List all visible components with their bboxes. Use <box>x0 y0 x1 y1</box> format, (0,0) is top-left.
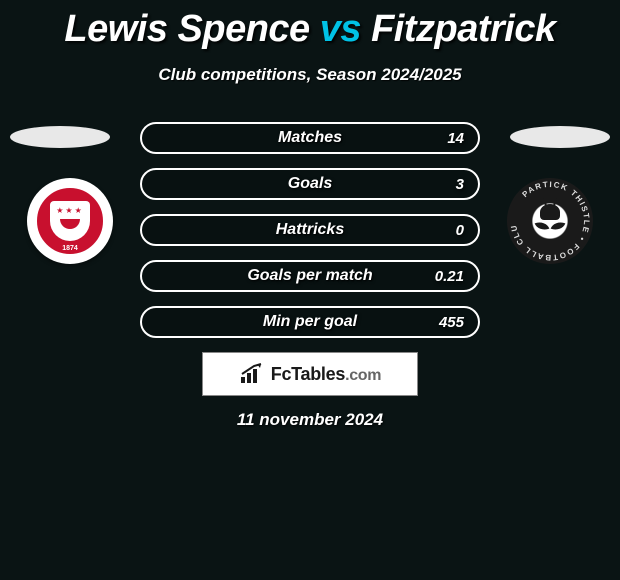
brand-chart-icon <box>239 363 265 385</box>
player2-name: Fitzpatrick <box>371 8 556 50</box>
thistle-icon <box>536 204 564 236</box>
snapshot-date: 11 november 2024 <box>0 410 620 430</box>
player1-name: Lewis Spence <box>64 8 309 50</box>
stat-right-value: 14 <box>447 130 464 147</box>
stat-label: Hattricks <box>276 221 344 239</box>
stat-row-min-per-goal: Min per goal 455 <box>140 306 480 338</box>
stat-row-goals: Goals 3 <box>140 168 480 200</box>
stat-label: Goals <box>288 175 332 193</box>
player2-photo-placeholder <box>510 126 610 148</box>
stat-label: Matches <box>278 129 342 147</box>
stat-label: Goals per match <box>247 267 372 285</box>
brand-name: FcTables.com <box>271 364 381 385</box>
stat-label: Min per goal <box>263 313 357 331</box>
brand-watermark: FcTables.com <box>202 352 418 396</box>
player2-club-crest: PARTICK THISTLE • FOOTBALL CLUB • <box>507 178 593 264</box>
stats-list: Matches 14 Goals 3 Hattricks 0 Goals per… <box>140 122 480 352</box>
stat-row-goals-per-match: Goals per match 0.21 <box>140 260 480 292</box>
stat-right-value: 455 <box>439 314 464 331</box>
player1-photo-placeholder <box>10 126 110 148</box>
stat-row-matches: Matches 14 <box>140 122 480 154</box>
comparison-title: Lewis Spence vs Fitzpatrick <box>0 0 620 51</box>
stat-row-hattricks: Hattricks 0 <box>140 214 480 246</box>
player1-club-crest: ★★★ 1874 <box>27 178 113 264</box>
vs-separator: vs <box>320 8 361 50</box>
crest-year: 1874 <box>41 245 99 252</box>
stat-right-value: 0 <box>456 222 464 239</box>
subtitle: Club competitions, Season 2024/2025 <box>0 65 620 85</box>
stat-right-value: 3 <box>456 176 464 193</box>
stat-right-value: 0.21 <box>435 268 464 285</box>
